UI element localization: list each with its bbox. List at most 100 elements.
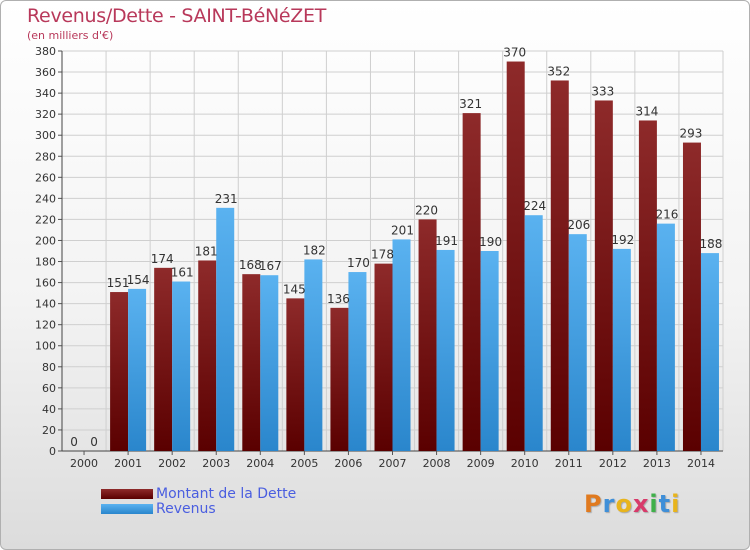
bar-dette: [550, 80, 569, 451]
bar-revenus: [612, 248, 631, 451]
bar-revenus-label: 182: [303, 243, 326, 257]
bar-dette: [594, 100, 613, 451]
x-tick-label: 2009: [467, 457, 495, 470]
y-tick-label: 80: [42, 361, 56, 374]
logo-letter: i: [671, 490, 681, 518]
bar-dette-label: 293: [680, 127, 703, 141]
x-tick-label: 2010: [511, 457, 539, 470]
bar-revenus: [128, 288, 147, 451]
logo-letter: x: [632, 490, 650, 518]
bar-dette: [242, 274, 261, 451]
bar-dette: [330, 307, 349, 451]
logo-letter: o: [615, 490, 633, 518]
bar-dette: [506, 61, 525, 452]
bar-revenus-label: 161: [171, 266, 194, 280]
bar-dette-label: 352: [547, 64, 570, 78]
y-tick-label: 340: [35, 87, 56, 100]
bar-revenus-label: 170: [347, 256, 370, 270]
bar-revenus: [348, 272, 367, 451]
bar-revenus-label: 224: [523, 199, 546, 213]
bar-revenus-label: 216: [655, 208, 678, 222]
x-tick-label: 2006: [334, 457, 362, 470]
bar-dette: [638, 120, 657, 451]
bar-dette-label: 151: [107, 276, 130, 290]
bar-revenus-label: 0: [90, 435, 98, 449]
y-tick-label: 180: [35, 256, 56, 269]
bar-revenus-label: 154: [127, 273, 150, 287]
bar-revenus: [700, 253, 719, 451]
bar-revenus: [260, 275, 279, 451]
bar-dette-label: 321: [459, 97, 482, 111]
y-tick-label: 240: [35, 192, 56, 205]
legend-label-revenus: Revenus: [156, 501, 216, 517]
y-tick-label: 60: [42, 382, 56, 395]
bar-revenus: [216, 207, 235, 451]
x-tick-label: 2000: [70, 457, 98, 470]
y-tick-label: 0: [49, 445, 56, 458]
legend-swatch-revenus: [101, 504, 153, 514]
bar-dette: [198, 260, 217, 451]
x-tick-label: 2001: [114, 457, 142, 470]
bar-revenus-label: 188: [700, 237, 723, 251]
bar-revenus: [172, 281, 191, 451]
chart-title: Revenus/Dette - SAINT-BéNéZET: [27, 5, 327, 27]
bar-dette: [286, 298, 305, 451]
y-tick-label: 280: [35, 150, 56, 163]
logo-letter: t: [658, 490, 672, 518]
bar-revenus: [656, 223, 675, 451]
x-tick-label: 2014: [687, 457, 715, 470]
y-tick-label: 260: [35, 171, 56, 184]
bar-dette: [418, 219, 437, 451]
bar-revenus-label: 201: [391, 223, 414, 237]
x-tick-label: 2008: [423, 457, 451, 470]
bar-dette-label: 136: [327, 292, 350, 306]
bar-dette-label: 145: [283, 282, 306, 296]
y-tick-label: 20: [42, 424, 56, 437]
bar-dette-label: 314: [635, 104, 658, 118]
bar-revenus: [524, 215, 543, 451]
bar-dette: [110, 292, 129, 451]
bar-dette-label: 174: [151, 252, 174, 266]
bar-revenus-label: 192: [611, 233, 634, 247]
logo-letter: P: [584, 490, 603, 518]
x-tick-label: 2007: [379, 457, 407, 470]
bar-revenus: [480, 251, 499, 451]
proxiti-logo: Proxiti: [584, 490, 680, 518]
bar-dette: [462, 113, 481, 452]
bar-revenus-label: 206: [567, 218, 590, 232]
chart-subtitle: (en milliers d'€): [27, 29, 114, 42]
x-tick-label: 2003: [202, 457, 230, 470]
y-tick-label: 320: [35, 108, 56, 121]
legend-label-dette: Montant de la Dette: [156, 486, 297, 502]
bar-revenus-label: 231: [215, 192, 238, 206]
bar-revenus: [568, 234, 587, 451]
logo-letter: r: [602, 490, 616, 518]
logo-letter: i: [649, 490, 659, 518]
bar-dette-label: 178: [371, 248, 394, 262]
bar-revenus-label: 167: [259, 259, 282, 273]
y-tick-label: 120: [35, 319, 56, 332]
bar-dette-label: 181: [195, 244, 218, 258]
y-tick-label: 160: [35, 277, 56, 290]
x-tick-label: 2004: [246, 457, 274, 470]
x-tick-label: 2002: [158, 457, 186, 470]
legend-swatch-dette: [101, 489, 153, 499]
bar-revenus-label: 190: [479, 235, 502, 249]
bar-revenus: [304, 259, 323, 451]
bar-revenus: [392, 239, 411, 451]
bar-revenus: [436, 249, 455, 451]
x-tick-label: 2005: [290, 457, 318, 470]
bar-dette: [682, 142, 701, 451]
bar-dette-label: 333: [591, 84, 614, 98]
y-tick-label: 360: [35, 66, 56, 79]
bar-dette-label: 370: [503, 46, 526, 60]
y-tick-label: 220: [35, 213, 56, 226]
axes: 0 20 40 60 80 100 120 140 160 180 200 220 240 260 280 3…: [35, 45, 723, 470]
bar-dette-label: 220: [415, 203, 438, 217]
y-tick-label: 100: [35, 340, 56, 353]
y-tick-label: 40: [42, 403, 56, 416]
y-tick-label: 200: [35, 234, 56, 247]
